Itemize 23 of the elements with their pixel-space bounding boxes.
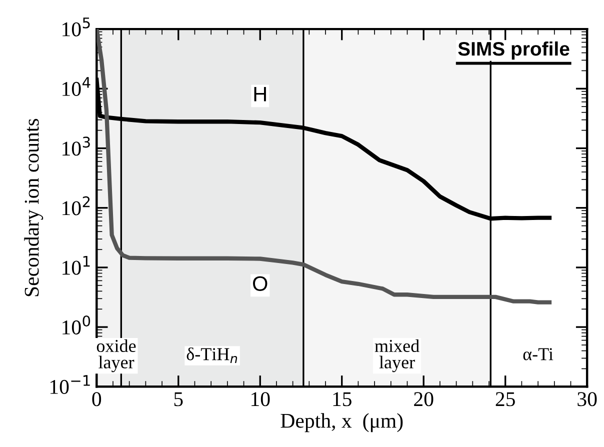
x-tick-label: 0 [92, 392, 102, 406]
x-tick-label: 20 [414, 392, 434, 406]
band-label: mixed layer [374, 339, 420, 372]
y-tick-label: 10$^{1}$ [62, 256, 90, 275]
y-tick-label: 10$^{−1}$ [50, 375, 90, 394]
y-tick-label: 10$^{4}$ [62, 77, 90, 96]
series-label: H [254, 86, 266, 102]
x-tick-label: 15 [333, 392, 352, 406]
annotation: α-Ti [523, 348, 554, 360]
y-axis-title: Secondary ion counts [24, 118, 44, 296]
x-tick-label: 30 [578, 392, 597, 406]
band-label: oxide layer [96, 339, 136, 372]
y-tick-label: 10$^{3}$ [62, 136, 90, 156]
annotation: SIMS profile [458, 41, 570, 60]
x-axis-title: Depth, x (μm) [280, 413, 403, 432]
y-tick-label: 10$^{0}$ [62, 315, 90, 334]
x-tick-label: 25 [496, 392, 515, 406]
y-tick-label: 10$^{5}$ [62, 18, 90, 36]
x-tick-label: 5 [174, 392, 183, 406]
x-tick-label: 10 [252, 392, 270, 406]
y-tick-label: 10$^{2}$ [62, 196, 90, 216]
band-label: δ-TiH$_{n}$ [186, 347, 238, 364]
series-label: O [253, 276, 268, 291]
